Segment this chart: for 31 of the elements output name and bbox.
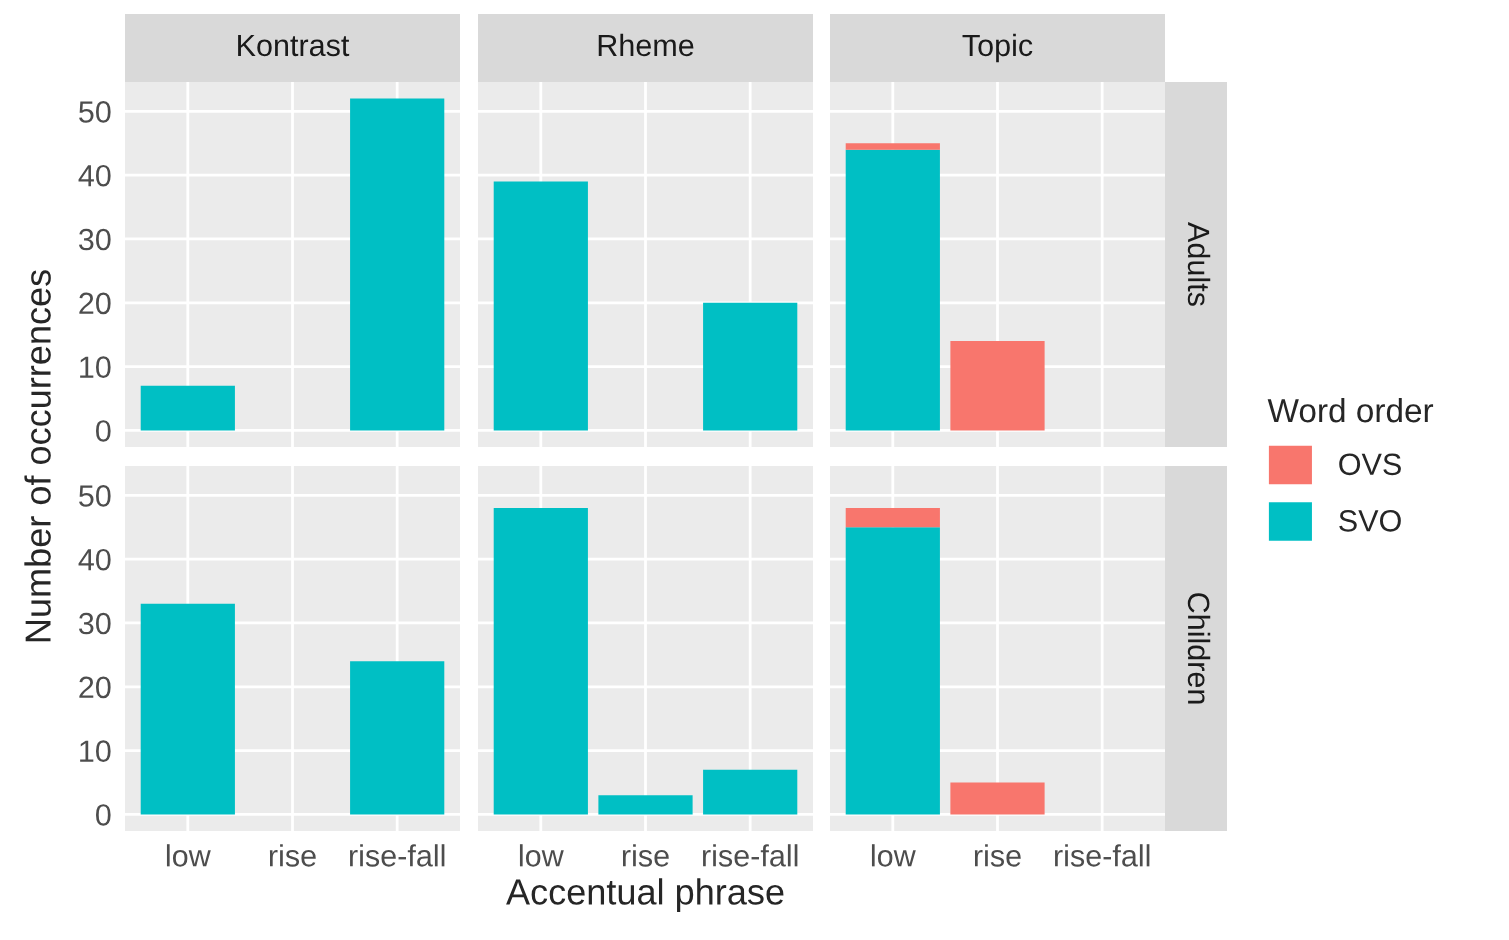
- x-tick-label: rise: [269, 844, 316, 867]
- y-tick-label: 10: [80, 356, 111, 378]
- legend-label: OVS: [1339, 453, 1401, 476]
- text: Children: [1187, 593, 1211, 704]
- y-tick-label: 40: [78, 548, 111, 571]
- y-tick-label: 0: [96, 420, 111, 442]
- x-tick-label: rise-fall: [1054, 844, 1150, 867]
- y-tick-label: 20: [79, 676, 111, 699]
- chart-title: Topic: [962, 33, 1033, 63]
- x-axis-title: Accentual phrase: [506, 878, 784, 912]
- x-tick-label: low: [519, 844, 564, 867]
- chart-title: Rheme: [598, 33, 694, 57]
- x-tick-label: rise: [974, 844, 1021, 867]
- text: Adults: [1187, 222, 1211, 306]
- x-tick-label: rise-fall: [702, 844, 798, 867]
- y-tick-label: 30: [78, 228, 111, 251]
- y-tick-label: 0: [96, 804, 111, 826]
- y-axis-title: Number of occurrences: [24, 270, 51, 642]
- y-tick-label: 10: [80, 740, 111, 762]
- y-tick-label: 30: [78, 612, 111, 635]
- y-tick-label: 40: [78, 164, 111, 187]
- x-tick-label: low: [166, 844, 211, 867]
- x-tick-label: rise-fall: [349, 844, 445, 867]
- x-tick-label: low: [871, 844, 916, 867]
- chart-title: Kontrast: [238, 34, 350, 57]
- y-tick-label: 50: [79, 485, 111, 507]
- legend-title: Word order: [1267, 397, 1434, 423]
- y-tick-label: 20: [79, 292, 111, 315]
- x-tick-label: rise: [622, 844, 669, 867]
- legend-label: SVO: [1339, 510, 1401, 532]
- y-tick-label: 50: [79, 101, 111, 123]
